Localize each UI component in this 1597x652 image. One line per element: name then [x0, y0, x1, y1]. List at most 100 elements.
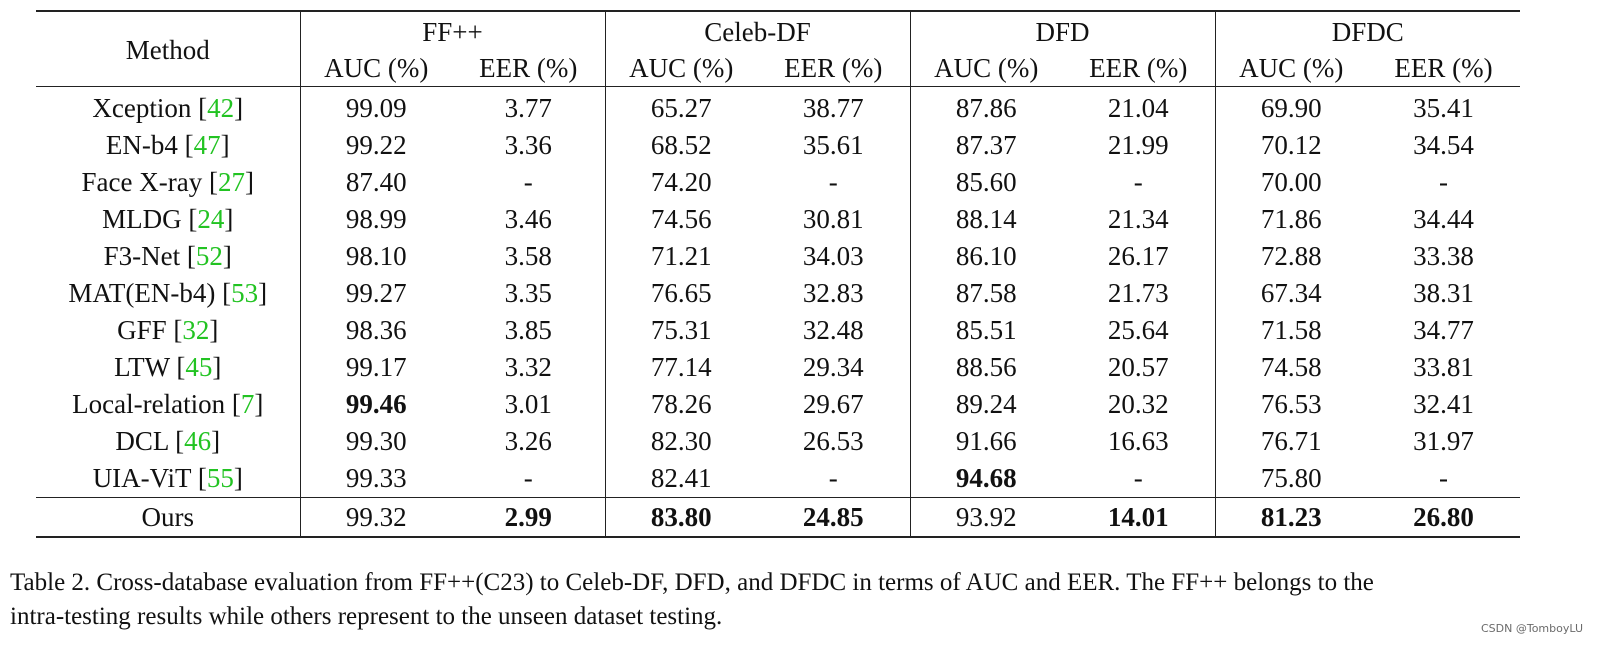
method-name: Face X-ray	[81, 167, 203, 197]
eer-cell: 3.77	[504, 93, 552, 123]
auc-cell: 74.20	[604, 164, 757, 201]
citation-link[interactable]: 24	[197, 204, 225, 234]
method-name: EN-b4	[105, 130, 178, 160]
method-cell: MLDG [24]	[102, 204, 234, 234]
eer-cell: -	[828, 463, 838, 493]
auc-cell: 82.30	[604, 423, 757, 460]
method-cell: EN-b4 [47]	[105, 130, 230, 160]
auc-cell: 88.56	[909, 349, 1063, 386]
eer-cell: 31.97	[1413, 426, 1474, 456]
eer-cell: 21.99	[1107, 130, 1169, 160]
eer-cell: 34.77	[1413, 315, 1474, 345]
table-row: MLDG [24] 98.99 3.46 74.56 30.81 88.14 21.34 71…	[36, 201, 1520, 238]
auc-cell: 99.30	[299, 423, 452, 460]
eer-cell: 35.61	[802, 130, 864, 160]
auc-cell: 75.31	[604, 312, 757, 349]
eer-cell: 16.63	[1107, 426, 1169, 456]
eer-cell: 26.17	[1107, 241, 1169, 271]
watermark: CSDN @TomboyLU	[1480, 622, 1583, 635]
citation-link[interactable]: 47	[193, 130, 221, 160]
auc-cell: 74.58	[1214, 349, 1368, 386]
auc-cell: 87.37	[909, 127, 1063, 164]
auc-cell: 88.14	[909, 201, 1063, 238]
auc-cell: 70.12	[1214, 127, 1368, 164]
auc-cell: 77.14	[604, 349, 757, 386]
auc-cell: 87.40	[299, 164, 452, 201]
citation-link[interactable]: 32	[182, 315, 210, 345]
eer-cell: 20.32	[1107, 389, 1169, 419]
auc-cell: 65.27	[604, 86, 757, 127]
method-cell: Face X-ray [27]	[81, 167, 254, 197]
results-table: Method FF++ Celeb-DF DFD DFDC AUC (%) EE…	[36, 10, 1521, 538]
eer-cell: 32.83	[802, 278, 864, 308]
citation-link[interactable]: 53	[231, 278, 259, 308]
metric-header-auc: AUC (%)	[1214, 50, 1368, 87]
citation-link[interactable]: 46	[184, 426, 212, 456]
eer-cell: 21.04	[1107, 93, 1169, 123]
method-cell: Local-relation [7]	[72, 389, 264, 419]
auc-cell: 83.80	[604, 497, 757, 537]
eer-cell: 29.34	[802, 352, 864, 382]
auc-cell: 85.51	[909, 312, 1063, 349]
method-name: Local-relation	[72, 389, 226, 419]
method-header: Method	[125, 35, 210, 65]
eer-cell: -	[1439, 167, 1449, 197]
auc-cell: 87.58	[909, 275, 1063, 312]
eer-cell: 34.44	[1413, 204, 1474, 234]
table-row: EN-b4 [47] 99.22 3.36 68.52 35.61 87.37 21.99 7…	[36, 127, 1520, 164]
results-table-container: Method FF++ Celeb-DF DFD DFDC AUC (%) EE…	[36, 10, 1521, 538]
citation-link[interactable]: 52	[195, 241, 223, 271]
metric-header-eer: EER (%)	[784, 53, 883, 83]
citation-link[interactable]: 55	[206, 463, 234, 493]
eer-cell: 24.85	[757, 497, 911, 537]
auc-cell: 99.17	[299, 349, 452, 386]
method-name: Ours	[141, 502, 195, 532]
method-name: Xception	[92, 93, 192, 123]
eer-cell: 34.03	[802, 241, 864, 271]
eer-cell: 14.01	[1062, 497, 1216, 537]
auc-cell: 75.80	[1214, 460, 1368, 498]
eer-cell: -	[523, 167, 533, 197]
eer-cell: 38.77	[802, 93, 864, 123]
eer-cell: 3.46	[504, 204, 552, 234]
table-row: MAT(EN-b4) [53] 99.27 3.35 76.65 32.83 87.58 2…	[36, 275, 1520, 312]
eer-cell: 3.32	[504, 352, 552, 382]
eer-cell: -	[1133, 463, 1143, 493]
citation-link[interactable]: 45	[185, 352, 213, 382]
caption-line: Table 2. Cross-database evaluation from …	[10, 569, 1374, 596]
dataset-header-dfdc: DFDC	[1214, 11, 1521, 50]
eer-cell: 26.80	[1367, 497, 1521, 537]
auc-cell: 71.21	[604, 238, 757, 275]
method-cell: F3-Net [52]	[103, 241, 232, 271]
method-name: UIA-ViT	[92, 463, 192, 493]
eer-cell: 3.36	[504, 130, 552, 160]
eer-cell: 3.01	[504, 389, 552, 419]
citation-link[interactable]: 7	[240, 389, 255, 419]
metric-header-auc: AUC (%)	[299, 50, 452, 87]
eer-cell: -	[523, 463, 533, 493]
method-cell: DCL [46]	[115, 426, 221, 456]
metric-header-auc: AUC (%)	[604, 50, 757, 87]
auc-cell: 71.86	[1214, 201, 1368, 238]
auc-cell: 76.65	[604, 275, 757, 312]
eer-cell: -	[828, 167, 838, 197]
eer-cell: 32.41	[1413, 389, 1474, 419]
method-cell: LTW [45]	[114, 352, 222, 382]
auc-cell: 99.46	[299, 386, 452, 423]
auc-cell: 93.92	[909, 497, 1063, 537]
eer-cell: 35.41	[1413, 93, 1474, 123]
method-name: F3-Net	[103, 241, 181, 271]
auc-cell: 98.10	[299, 238, 452, 275]
citation-link[interactable]: 27	[217, 167, 245, 197]
table-row: F3-Net [52] 98.10 3.58 71.21 34.03 86.10 26.17…	[36, 238, 1520, 275]
results-body: Xception [42] 99.09 3.77 65.27 38.77 87.86 21.…	[36, 86, 1521, 537]
method-name: LTW	[114, 352, 170, 382]
table-row: Face X-ray [27] 87.40 - 74.20 - 85.60 - 70.00 -	[36, 164, 1520, 201]
dataset-header-celebdf: Celeb-DF	[604, 11, 911, 50]
table-row: LTW [45] 99.17 3.32 77.14 29.34 88.56 20.57 74.…	[36, 349, 1520, 386]
table-row: GFF [32] 98.36 3.85 75.31 32.48 85.51 25.64 71.…	[36, 312, 1520, 349]
eer-cell: 26.53	[802, 426, 864, 456]
eer-cell: 38.31	[1413, 278, 1474, 308]
eer-cell: 20.57	[1107, 352, 1169, 382]
citation-link[interactable]: 42	[207, 93, 235, 123]
